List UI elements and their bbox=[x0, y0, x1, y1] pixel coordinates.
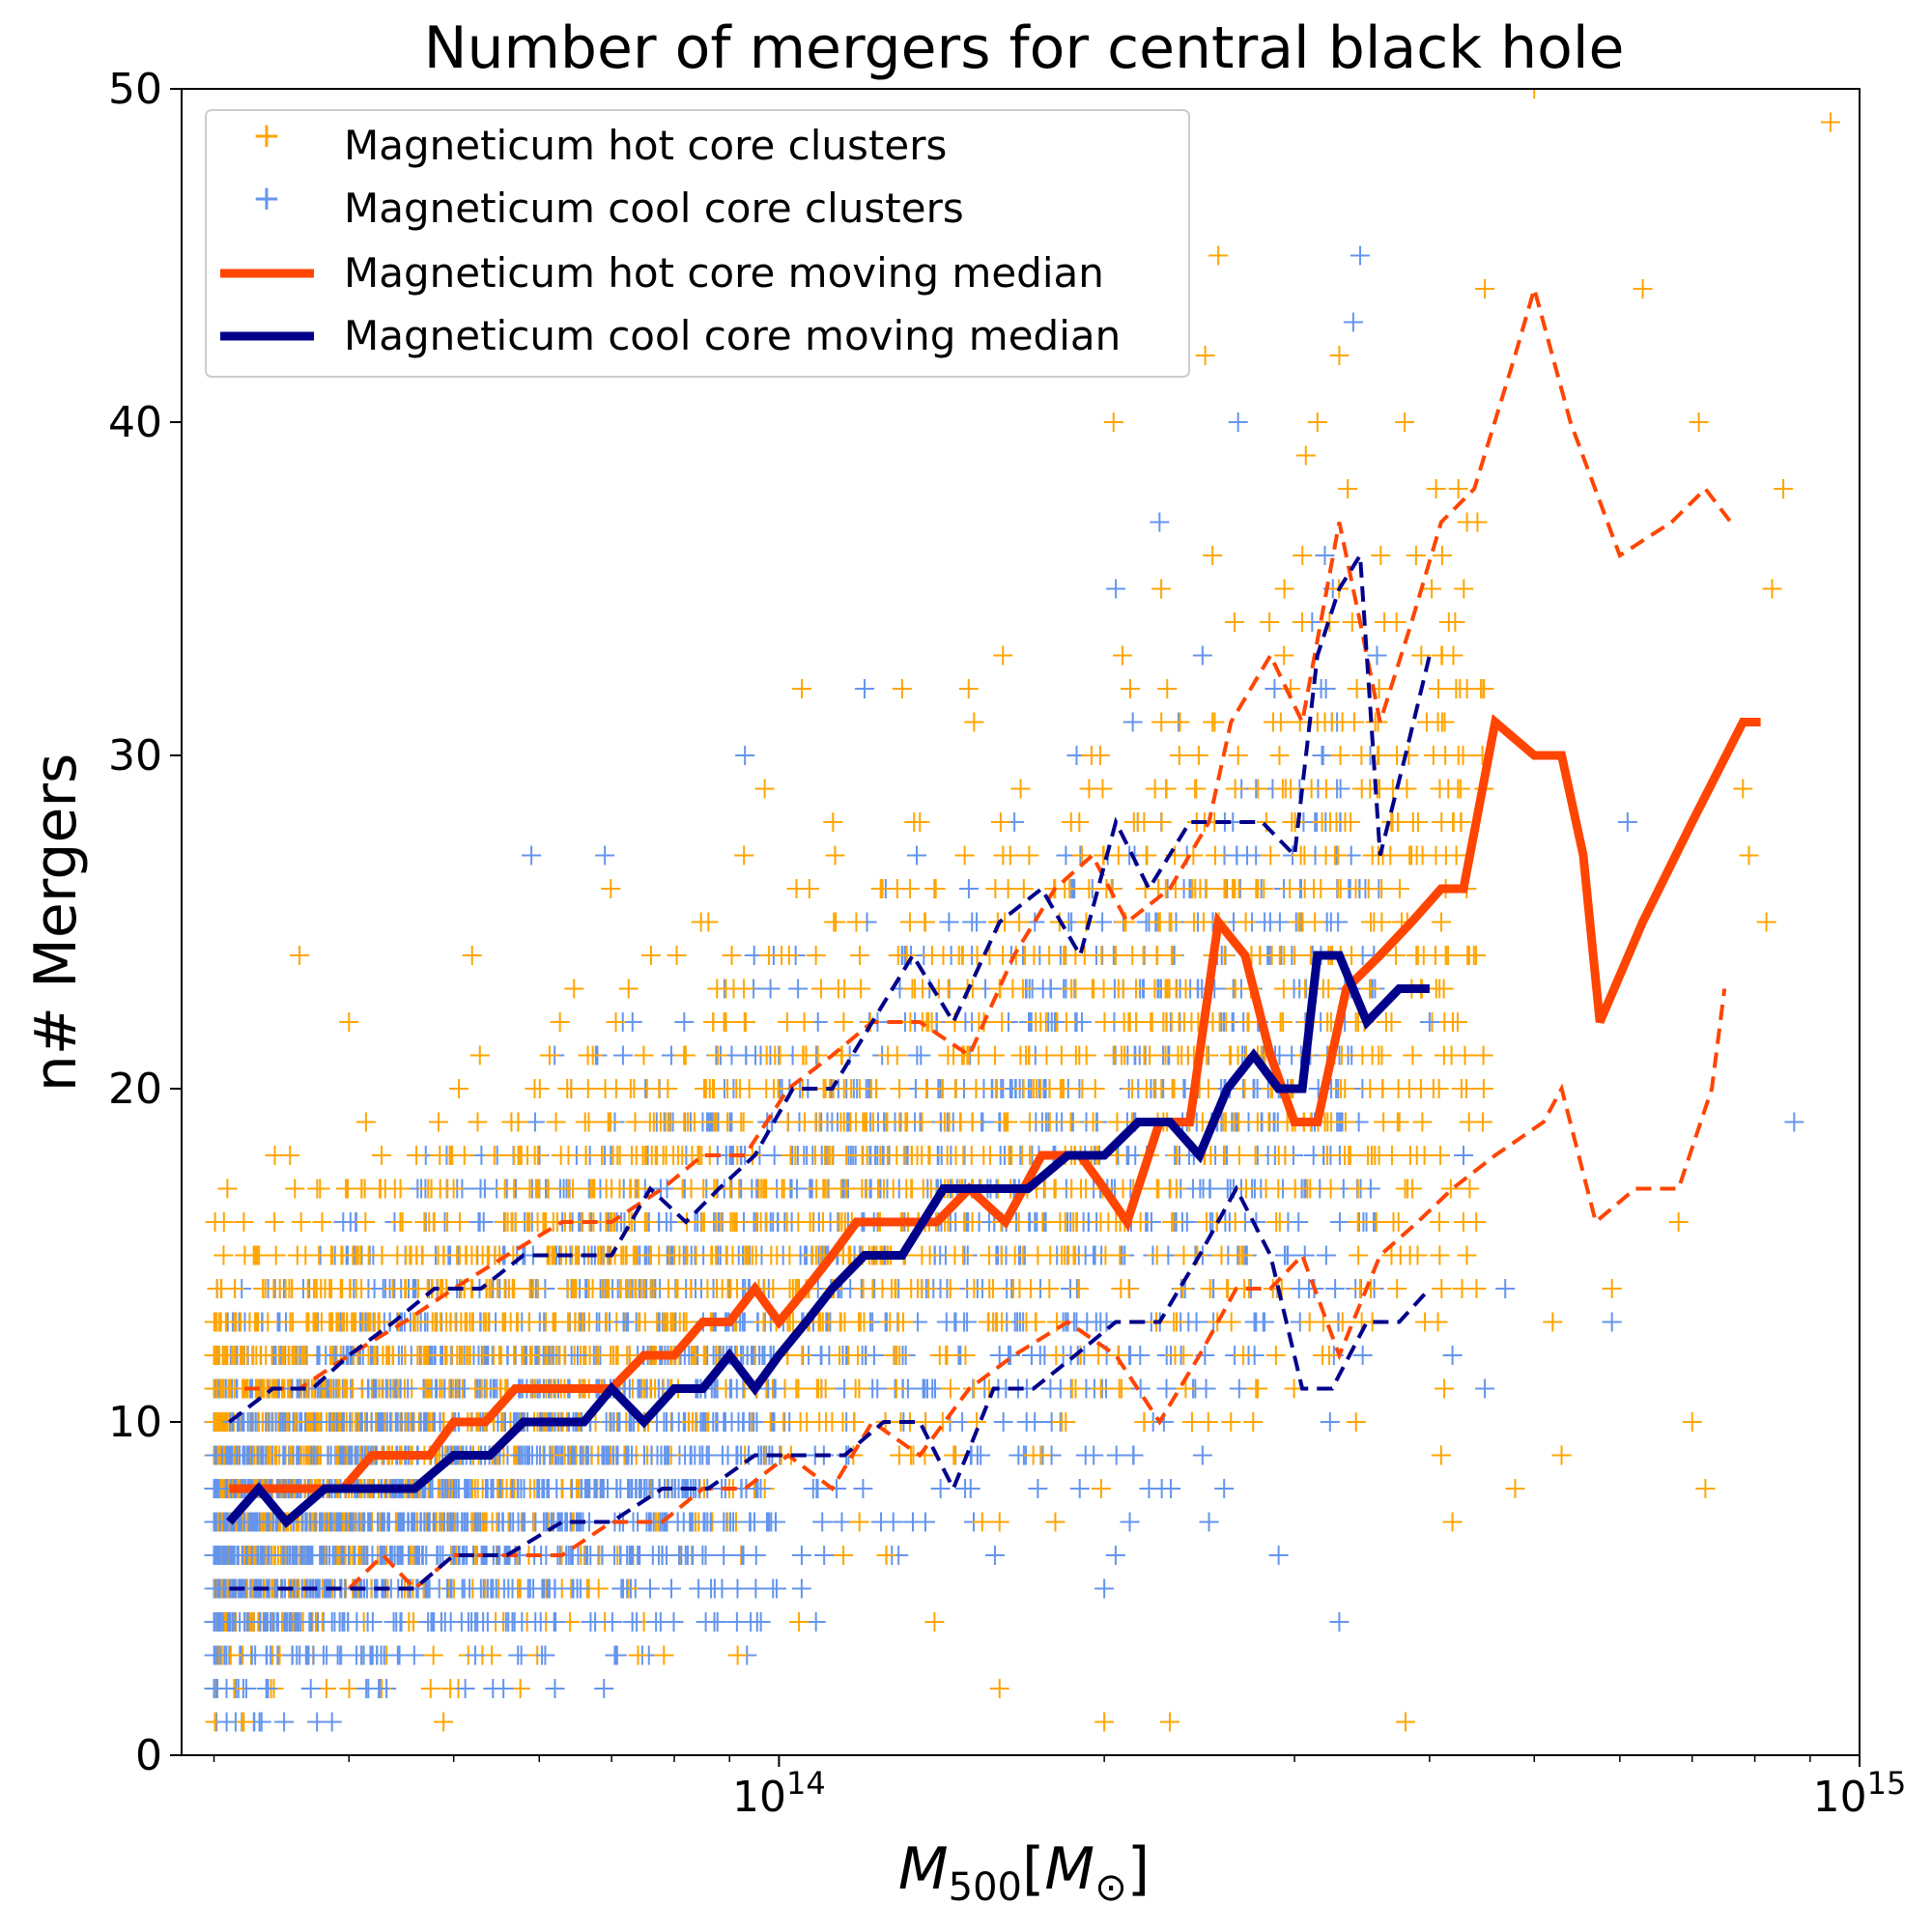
scatter-point bbox=[1033, 1212, 1053, 1232]
scatter-point bbox=[1214, 1479, 1235, 1498]
scatter-point bbox=[864, 1346, 884, 1365]
scatter-point bbox=[1312, 746, 1332, 765]
scatter-layer bbox=[204, 89, 1840, 1732]
scatter-point bbox=[1277, 1245, 1297, 1265]
scatter-point bbox=[1274, 645, 1294, 666]
scatter-point bbox=[1329, 1212, 1350, 1232]
scatter-point bbox=[674, 1012, 695, 1032]
scatter-point bbox=[1001, 1346, 1021, 1365]
scatter-point bbox=[525, 1112, 545, 1132]
scatter-point bbox=[806, 946, 826, 965]
scatter-point bbox=[984, 1546, 1005, 1565]
scatter-point bbox=[1016, 1412, 1037, 1432]
scatter-point bbox=[812, 1512, 833, 1532]
scatter-point bbox=[1229, 1378, 1249, 1399]
scatter-point bbox=[1122, 712, 1143, 732]
scatter-point bbox=[474, 1179, 495, 1199]
scatter-point bbox=[1320, 1412, 1340, 1432]
scatter-point bbox=[1454, 579, 1474, 599]
scatter-point bbox=[1106, 1445, 1126, 1465]
scatter-point bbox=[907, 845, 927, 866]
scatter-point bbox=[1325, 1279, 1346, 1298]
scatter-point bbox=[834, 1546, 854, 1565]
scatter-point bbox=[307, 1712, 327, 1732]
scatter-point bbox=[1075, 1445, 1095, 1465]
scatter-point bbox=[1352, 1346, 1373, 1365]
scatter-point bbox=[791, 1578, 811, 1599]
scatter-point bbox=[1192, 645, 1212, 666]
scatter-point bbox=[1190, 1179, 1210, 1199]
chart-title: Number of mergers for central black hole bbox=[424, 14, 1625, 82]
scatter-point bbox=[1237, 845, 1258, 866]
scatter-point bbox=[508, 1645, 528, 1665]
scatter-point bbox=[1225, 1212, 1245, 1232]
scatter-point bbox=[958, 679, 979, 698]
scatter-point bbox=[612, 1045, 633, 1065]
scatter-point bbox=[806, 1612, 826, 1632]
scatter-point bbox=[853, 1479, 873, 1498]
scatter-point bbox=[954, 1312, 975, 1332]
scatter-point bbox=[958, 879, 979, 898]
scatter-point bbox=[930, 1479, 951, 1498]
scatter-point bbox=[1120, 1512, 1140, 1532]
scatter-point bbox=[907, 1045, 927, 1065]
scatter-point bbox=[1028, 1479, 1048, 1498]
scatter-point bbox=[967, 912, 987, 932]
scatter-point bbox=[1406, 546, 1426, 565]
scatter-point bbox=[832, 1512, 852, 1532]
scatter-point bbox=[1130, 1378, 1151, 1399]
scatter-point bbox=[883, 1512, 903, 1532]
scatter-point bbox=[764, 1146, 784, 1165]
scatter-point bbox=[1069, 1479, 1090, 1498]
scatter-point bbox=[788, 979, 809, 999]
scatter-point bbox=[1311, 679, 1331, 698]
scatter-point bbox=[936, 1312, 956, 1332]
scatter-point bbox=[1367, 645, 1387, 666]
scatter-point bbox=[760, 979, 781, 999]
scatter-point bbox=[955, 1479, 976, 1498]
scatter-point bbox=[807, 1479, 827, 1498]
scatter-point bbox=[736, 1045, 756, 1065]
scatter-point bbox=[1192, 1445, 1212, 1465]
scatter-point bbox=[939, 912, 959, 932]
scatter-point bbox=[1161, 1479, 1181, 1498]
scatter-point bbox=[1123, 1445, 1144, 1465]
scatter-point bbox=[791, 1546, 811, 1565]
scatter-point bbox=[1260, 912, 1280, 932]
scatter-point bbox=[1156, 1378, 1177, 1399]
scatter-point bbox=[1077, 1312, 1097, 1332]
scatter-point bbox=[1255, 1312, 1275, 1332]
scatter-point bbox=[917, 1378, 937, 1399]
scatter-point bbox=[814, 1546, 835, 1565]
scatter-point bbox=[1316, 1245, 1336, 1265]
scatter-point bbox=[867, 1378, 888, 1399]
scatter-point bbox=[473, 1212, 494, 1232]
scatter-point bbox=[993, 1412, 1013, 1432]
scatter-point bbox=[1289, 1279, 1309, 1298]
scatter-point bbox=[656, 1212, 676, 1232]
scatter-point bbox=[915, 1512, 935, 1532]
scatter-point bbox=[274, 1712, 295, 1732]
scatter-point bbox=[1105, 1546, 1125, 1565]
